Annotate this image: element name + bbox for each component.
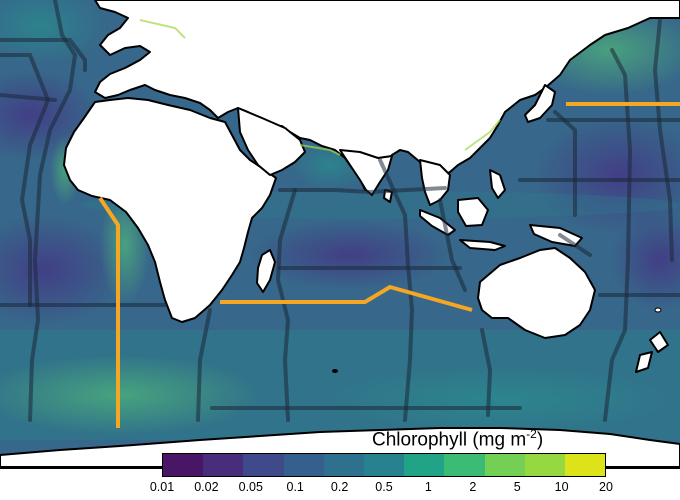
transect-line [652,18,674,262]
transect-line [438,198,467,292]
colorbar-segment [323,454,364,476]
arabian-peninsula [237,107,306,176]
colorbar-tick-label: 2 [469,480,477,494]
transect-line [558,233,592,257]
transect-line [0,38,87,72]
south-indian-zonal-transect [220,285,473,312]
island [332,369,338,373]
south-indian-gyre [250,220,450,290]
colorbar-tick-label: 1 [424,480,432,494]
philippines [489,169,506,199]
eurasia [94,0,680,191]
colorbar-segment [484,454,525,476]
highlight-transects [98,102,680,428]
africa [63,97,277,323]
southern-ocean-bloom [0,355,260,435]
transect-line [196,308,212,422]
transect-line [0,93,57,102]
japan [524,84,556,123]
colorbar-tick-label: 20 [599,480,613,494]
southern-ocean-bloom-east [320,365,680,435]
colorbar-segment [524,454,565,476]
transect-line [553,110,577,217]
colorbar-title-text: Chlorophyll (mg m [372,429,527,451]
north-pacific-gyre [535,115,680,235]
colorbar-tick-label: 0.2 [330,480,349,494]
colorbar-segment [283,454,324,476]
colorbar [162,453,606,477]
transect-line [603,48,633,422]
colorbar-segment [564,454,606,476]
colorbar-title-superscript: -2 [526,427,537,441]
colorbar-tick-label: 0.02 [194,480,219,494]
colorbar-segment [243,454,284,476]
colorbar-segment [363,454,405,476]
chlorophyll-map [0,0,680,468]
transect-line [0,53,51,307]
colorbar-tick-label: 5 [513,480,521,494]
java [459,239,506,251]
colorbar-tick-label: 0.1 [286,480,304,494]
colorbar-segment [404,454,445,476]
colorbar-tick-label: 0.01 [149,480,175,494]
island [654,307,662,313]
coastal-blooms [139,19,501,156]
colorbar-segment [203,454,244,476]
colorbar-segment [163,454,204,476]
borneo [457,197,489,227]
transect-line [378,158,415,422]
colorbar-tick-labels: 0.01 0.02 0.05 0.1 0.2 0.5 1 2 5 10 20 [150,480,613,498]
colorbar-segment [444,454,485,476]
transect-line [28,0,78,422]
transect-line [480,328,493,417]
new-zealand [635,331,669,373]
colorbar-title-close: ) [536,429,544,451]
colorbar-tick-label: 0.05 [238,480,263,494]
madagascar [256,249,276,293]
west-africa-meridional-transect [98,196,120,428]
colorbar-tick-label: 10 [554,480,569,494]
transect-line [278,186,447,195]
north-atlantic-subpolar [0,0,110,65]
transect-lines [0,0,680,422]
colorbar-tick-label: 0.5 [375,480,393,494]
australia [477,247,596,339]
colorbar-title: Chlorophyll (mg m-2) [372,427,543,451]
